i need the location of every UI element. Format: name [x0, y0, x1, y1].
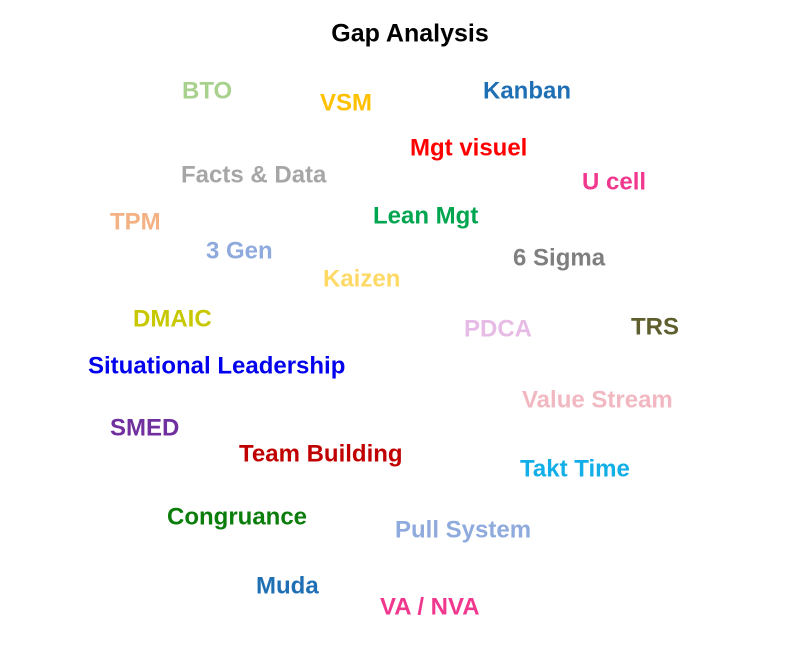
word: Mgt visuel	[410, 134, 527, 161]
word: TRS	[631, 313, 679, 340]
word: PDCA	[464, 315, 532, 342]
word: Takt Time	[520, 455, 630, 482]
word: VSM	[320, 89, 372, 116]
word: U cell	[582, 168, 646, 195]
word: SMED	[110, 414, 179, 441]
word: Muda	[256, 572, 319, 599]
title: Gap Analysis	[331, 20, 488, 48]
word: 6 Sigma	[513, 244, 606, 271]
word: BTO	[182, 77, 232, 104]
word: Facts & Data	[181, 161, 327, 188]
word: DMAIC	[133, 305, 212, 332]
word: Lean Mgt	[373, 202, 478, 229]
word: Pull System	[395, 516, 531, 543]
word: 3 Gen	[206, 237, 273, 264]
word: Team Building	[239, 440, 403, 467]
word: VA / NVA	[380, 593, 480, 620]
word: Kanban	[483, 77, 571, 104]
word: Kaizen	[323, 265, 400, 292]
word: Value Stream	[522, 386, 673, 413]
word: TPM	[110, 208, 161, 235]
word: Congruance	[167, 503, 307, 530]
word: Situational Leadership	[88, 352, 345, 379]
